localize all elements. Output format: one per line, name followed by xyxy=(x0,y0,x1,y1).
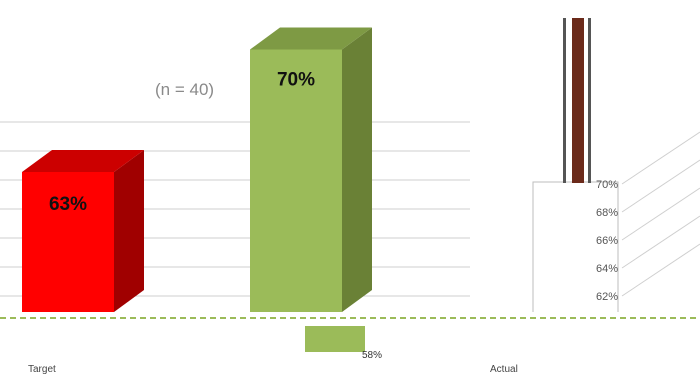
bar-top xyxy=(22,150,144,172)
marker-line-right xyxy=(588,18,591,183)
y-tick-label: 70% xyxy=(596,179,618,191)
left-gridlines xyxy=(0,121,470,297)
bar-front xyxy=(22,172,114,312)
bar-front xyxy=(250,49,342,312)
bar-side xyxy=(342,27,372,312)
bar-group xyxy=(22,27,372,352)
right-gridline xyxy=(621,243,700,297)
y-tick-label: 62% xyxy=(596,291,618,303)
right-gridline xyxy=(621,187,700,241)
bar-top xyxy=(250,27,372,50)
data-label-bar-1: 63% xyxy=(49,194,87,215)
category-label-target: Target xyxy=(28,364,56,375)
category-label-actual: Actual xyxy=(490,364,518,375)
right-gridline xyxy=(621,215,700,269)
bar-side xyxy=(114,150,144,312)
marker-bar xyxy=(572,18,584,183)
right-panel xyxy=(532,181,619,318)
y-tick-label: 64% xyxy=(596,263,618,275)
data-label-bar-2: 70% xyxy=(277,70,315,91)
right-gridline xyxy=(621,159,700,213)
bar-front-small xyxy=(305,326,365,352)
right-gridlines xyxy=(621,131,700,297)
data-label-bar-3: 58% xyxy=(362,350,382,361)
y-tick-label: 66% xyxy=(596,235,618,247)
marker-line-left xyxy=(563,18,566,183)
y-tick-label: 68% xyxy=(596,207,618,219)
right-gridline xyxy=(621,131,700,185)
sample-size-label: (n = 40) xyxy=(155,80,215,99)
right-axis-ticks: 70% 68% 66% 64% 62% xyxy=(596,179,618,303)
